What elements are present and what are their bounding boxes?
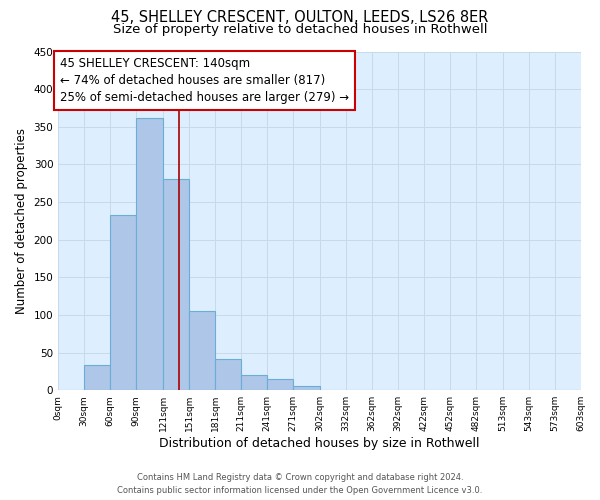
Y-axis label: Number of detached properties: Number of detached properties bbox=[15, 128, 28, 314]
Text: Size of property relative to detached houses in Rothwell: Size of property relative to detached ho… bbox=[113, 22, 487, 36]
Bar bbox=[267, 379, 293, 390]
X-axis label: Distribution of detached houses by size in Rothwell: Distribution of detached houses by size … bbox=[159, 437, 479, 450]
Text: Contains HM Land Registry data © Crown copyright and database right 2024.
Contai: Contains HM Land Registry data © Crown c… bbox=[118, 474, 482, 495]
Bar bbox=[215, 360, 241, 390]
Bar bbox=[293, 386, 320, 390]
Bar bbox=[136, 118, 163, 390]
Bar bbox=[241, 375, 267, 390]
Bar bbox=[84, 364, 110, 390]
Text: 45 SHELLEY CRESCENT: 140sqm
← 74% of detached houses are smaller (817)
25% of se: 45 SHELLEY CRESCENT: 140sqm ← 74% of det… bbox=[60, 57, 349, 104]
Bar bbox=[110, 215, 136, 390]
Bar bbox=[189, 311, 215, 390]
Text: 45, SHELLEY CRESCENT, OULTON, LEEDS, LS26 8ER: 45, SHELLEY CRESCENT, OULTON, LEEDS, LS2… bbox=[112, 10, 488, 25]
Bar bbox=[163, 180, 189, 390]
